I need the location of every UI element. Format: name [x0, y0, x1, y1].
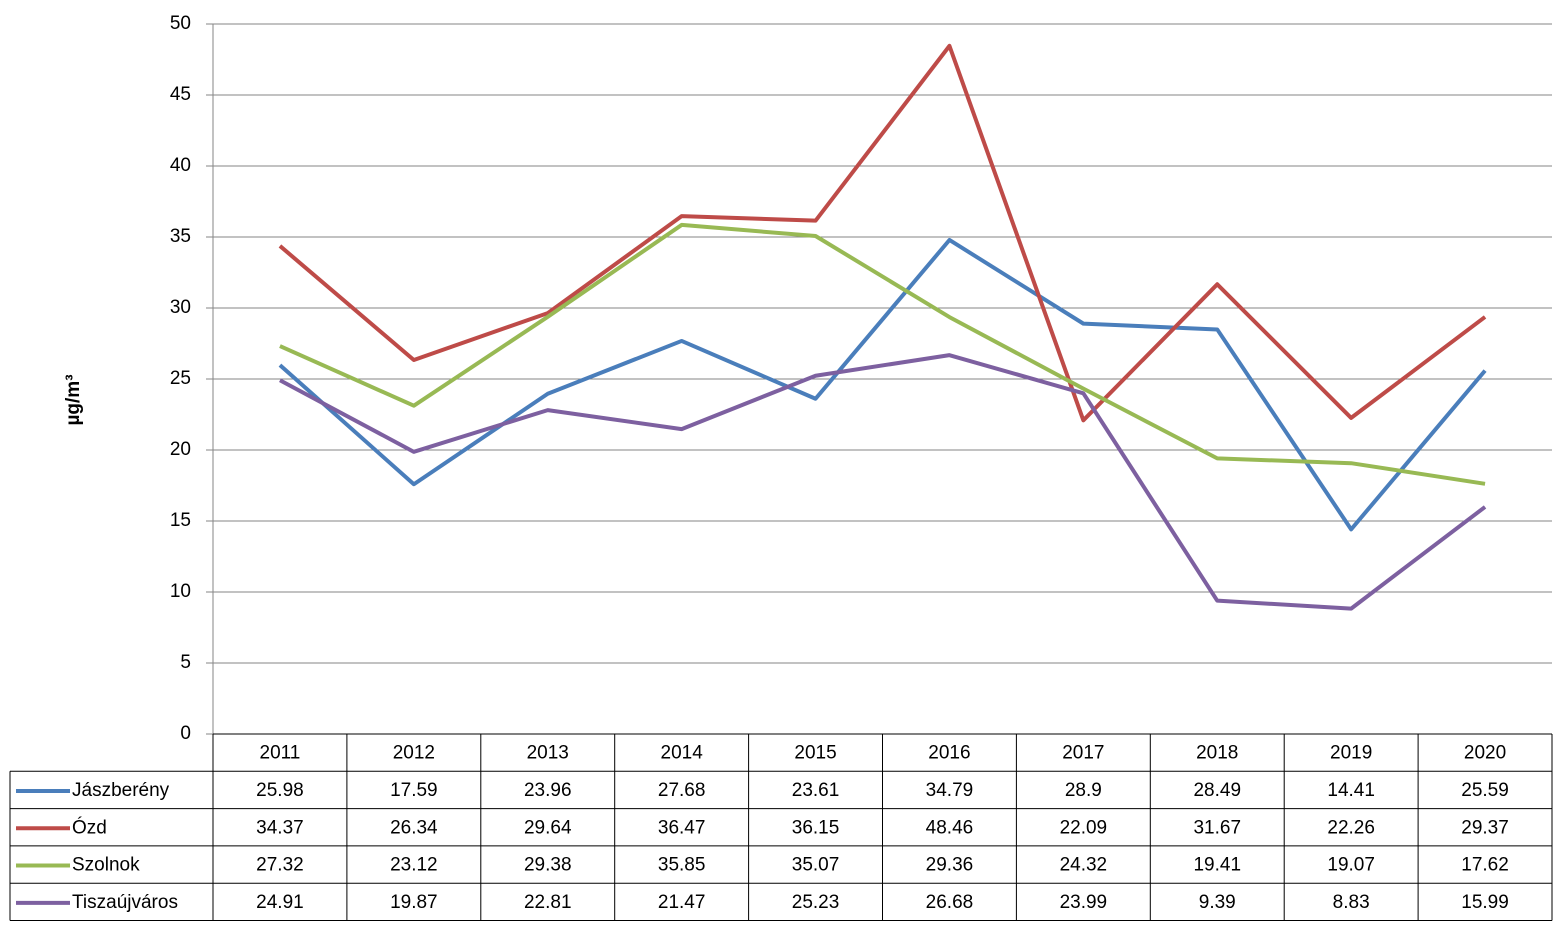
- y-tick-label: 40: [170, 155, 191, 176]
- table-value: 23.96: [524, 780, 572, 801]
- table-value: 24.91: [256, 892, 304, 913]
- table-value: 35.07: [792, 855, 840, 876]
- y-tick-label: 35: [170, 226, 191, 247]
- x-tick-label: 2017: [1062, 743, 1104, 764]
- table-value: 24.32: [1060, 855, 1108, 876]
- table-value: 15.99: [1461, 892, 1509, 913]
- table-value: 21.47: [658, 892, 706, 913]
- x-tick-label: 2019: [1330, 743, 1372, 764]
- y-tick-label: 5: [180, 652, 191, 673]
- x-tick-label: 2015: [794, 743, 836, 764]
- table-value: 36.15: [792, 817, 840, 838]
- table-value: 23.99: [1060, 892, 1108, 913]
- table-value: 48.46: [926, 817, 974, 838]
- table-value: 28.49: [1193, 780, 1241, 801]
- legend-label: Szolnok: [72, 855, 140, 876]
- table-value: 22.81: [524, 892, 572, 913]
- table-value: 27.32: [256, 855, 304, 876]
- legend-label: Tiszaújváros: [72, 892, 178, 913]
- table-value: 26.34: [390, 817, 438, 838]
- table-value: 17.59: [390, 780, 438, 801]
- x-tick-label: 2013: [527, 743, 569, 764]
- y-tick-label: 10: [170, 581, 191, 602]
- table-value: 25.59: [1461, 780, 1509, 801]
- series-line: [278, 43, 1487, 423]
- y-tick-label: 15: [170, 510, 191, 531]
- x-tick-label: 2018: [1196, 743, 1238, 764]
- table-value: 23.12: [390, 855, 438, 876]
- table-value: 31.67: [1193, 817, 1241, 838]
- x-tick-label: 2012: [393, 743, 435, 764]
- table-value: 25.98: [256, 780, 304, 801]
- table-value: 35.85: [658, 855, 706, 876]
- table-value: 14.41: [1327, 780, 1375, 801]
- series-line: [279, 222, 1486, 486]
- y-tick-label: 25: [170, 368, 191, 389]
- table-value: 29.37: [1461, 817, 1509, 838]
- legend-label: Jászberény: [72, 780, 170, 801]
- table-value: 29.64: [524, 817, 572, 838]
- y-tick-label: 45: [170, 84, 191, 105]
- table-value: 36.47: [658, 817, 706, 838]
- table-value: 19.41: [1193, 855, 1241, 876]
- table-value: 27.68: [658, 780, 706, 801]
- x-tick-label: 2014: [661, 743, 704, 764]
- series-line: [279, 353, 1487, 611]
- legend-label: Ózd: [72, 816, 107, 838]
- y-tick-label: 20: [170, 439, 191, 460]
- table-value: 23.61: [792, 780, 840, 801]
- series-line: [278, 237, 1487, 532]
- table-value: 9.39: [1199, 892, 1236, 913]
- x-tick-label: 2020: [1464, 743, 1506, 764]
- y-tick-label: 30: [170, 297, 191, 318]
- x-tick-label: 2011: [260, 743, 301, 764]
- table-value: 8.83: [1333, 892, 1370, 913]
- x-tick-label: 2016: [928, 743, 970, 764]
- table-value: 29.36: [926, 855, 974, 876]
- table-value: 17.62: [1461, 855, 1509, 876]
- table-value: 19.07: [1327, 855, 1375, 876]
- table-value: 34.37: [256, 817, 304, 838]
- table-value: 29.38: [524, 855, 572, 876]
- y-tick-label: 50: [170, 13, 191, 34]
- table-value: 25.23: [792, 892, 840, 913]
- table-value: 22.09: [1060, 817, 1108, 838]
- y-axis-label: µg/m³: [63, 374, 84, 425]
- table-value: 26.68: [926, 892, 974, 913]
- y-tick-label: 0: [180, 723, 191, 744]
- table-value: 19.87: [390, 892, 438, 913]
- table-value: 22.26: [1327, 817, 1375, 838]
- table-value: 28.9: [1065, 780, 1102, 801]
- table-value: 34.79: [926, 780, 974, 801]
